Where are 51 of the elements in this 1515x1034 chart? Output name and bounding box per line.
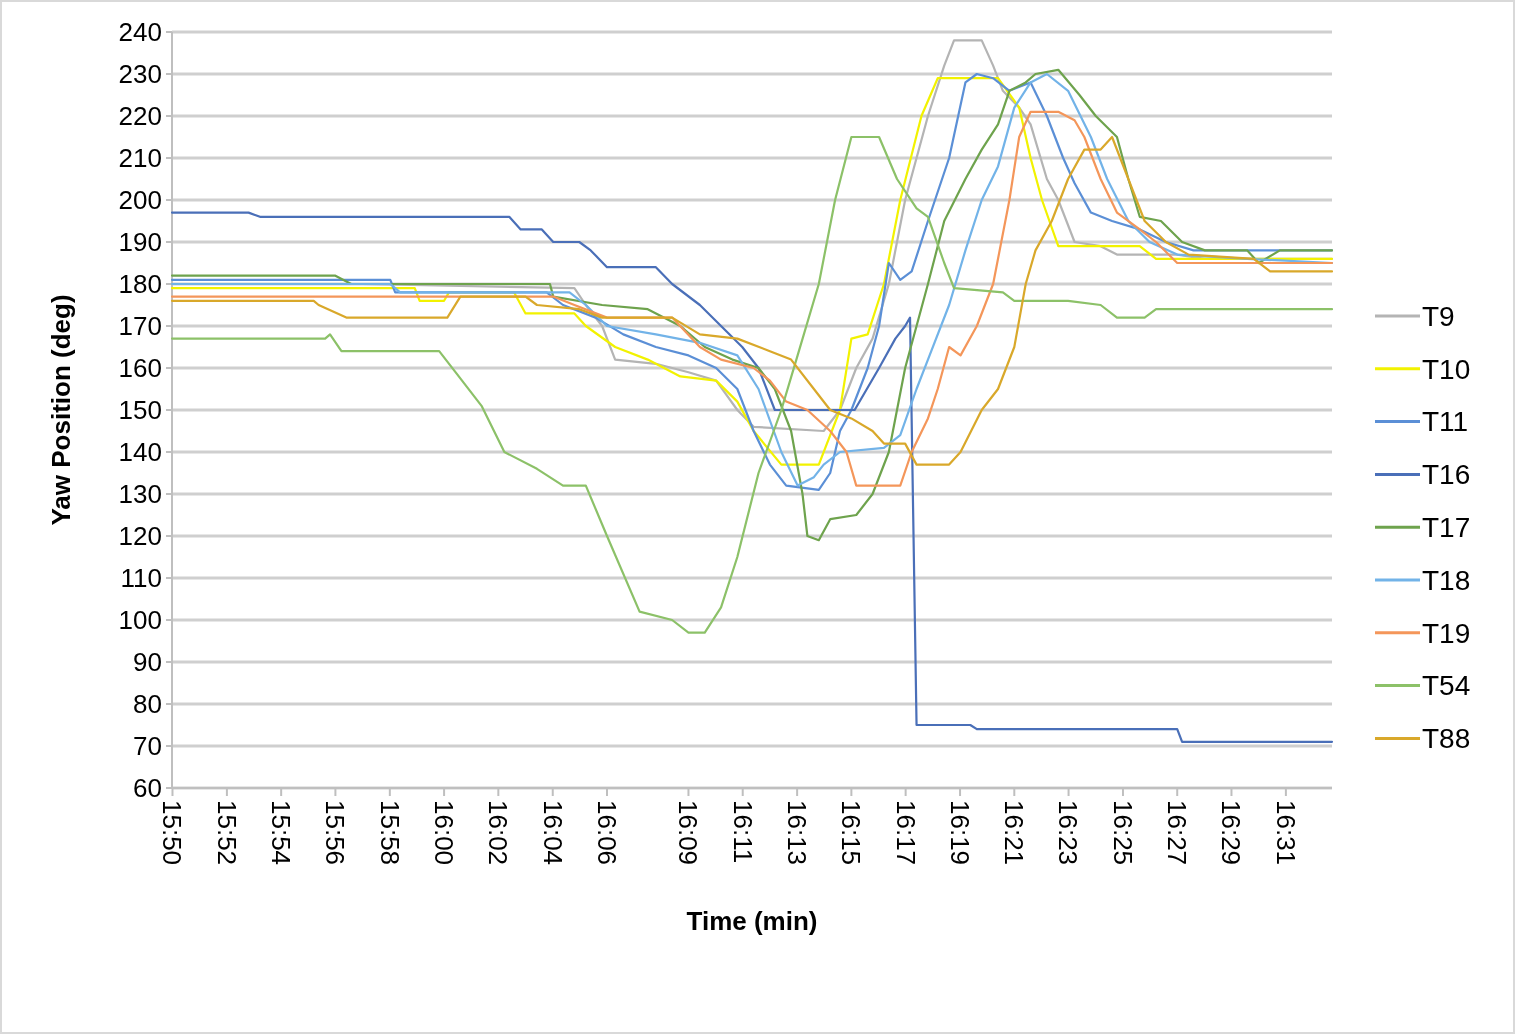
- legend-label: T9: [1422, 300, 1455, 332]
- line-series: [170, 135, 1334, 634]
- x-tick-label: 15:56: [320, 800, 351, 866]
- y-tick-label: 100: [118, 605, 162, 636]
- x-tick-label: 16:25: [1107, 800, 1138, 866]
- y-tick-label: 140: [118, 437, 162, 468]
- y-tick-label: 70: [133, 731, 162, 762]
- x-axis-title: Time (min): [686, 906, 818, 936]
- x-tick-label: 16:00: [428, 800, 459, 866]
- y-tick-label: 210: [118, 143, 162, 174]
- x-tick-label: 15:54: [266, 800, 297, 866]
- y-tick-label: 150: [118, 395, 162, 426]
- line-series: [170, 211, 1334, 743]
- y-tick-label: 160: [118, 353, 162, 384]
- x-tick-label: 16:31: [1270, 800, 1301, 866]
- x-tick-label: 16:29: [1216, 800, 1247, 866]
- x-tick-label: 16:11: [727, 800, 758, 864]
- x-tick-label: 16:02: [483, 800, 514, 866]
- x-tick-label: 16:27: [1162, 800, 1193, 866]
- x-tick-label: 16:13: [782, 800, 813, 866]
- y-tick-label: 110: [120, 563, 162, 594]
- legend-label: T17: [1422, 512, 1471, 543]
- y-tick-label: 190: [118, 227, 162, 258]
- legend-label: T18: [1422, 564, 1471, 596]
- x-tick-label: 16:21: [999, 800, 1030, 866]
- x-tick-label: 16:09: [673, 800, 704, 866]
- y-tick-label: 240: [118, 17, 162, 48]
- y-tick-label: 170: [118, 311, 162, 342]
- y-tick-label: 80: [133, 689, 162, 720]
- x-tick-label: 16:17: [890, 800, 921, 866]
- x-tick-label: 15:58: [374, 800, 405, 866]
- y-axis-title: Yaw Position (deg): [46, 294, 76, 526]
- legend-label: T11: [1422, 406, 1469, 438]
- x-tick-label: 16:04: [537, 800, 568, 866]
- x-tick-label: 16:23: [1053, 800, 1084, 866]
- y-tick-label: 130: [118, 479, 162, 510]
- legend-label: T54: [1422, 670, 1471, 702]
- y-tick-label: 120: [118, 521, 162, 552]
- legend-label: T16: [1422, 459, 1471, 491]
- x-tick-label: 16:19: [944, 800, 975, 866]
- y-tick-label: 230: [118, 59, 162, 90]
- y-tick-label: 180: [118, 269, 162, 300]
- y-tick-label: 220: [118, 101, 162, 132]
- legend-label: T88: [1422, 723, 1471, 755]
- y-tick-label: 90: [133, 647, 162, 678]
- y-tick-label: 200: [118, 185, 162, 216]
- x-tick-label: 15:52: [211, 800, 242, 866]
- x-tick-label: 16:06: [591, 800, 622, 866]
- x-tick-label: 16:15: [836, 800, 867, 866]
- legend-label: T10: [1422, 353, 1471, 385]
- legend-label: T19: [1422, 617, 1471, 649]
